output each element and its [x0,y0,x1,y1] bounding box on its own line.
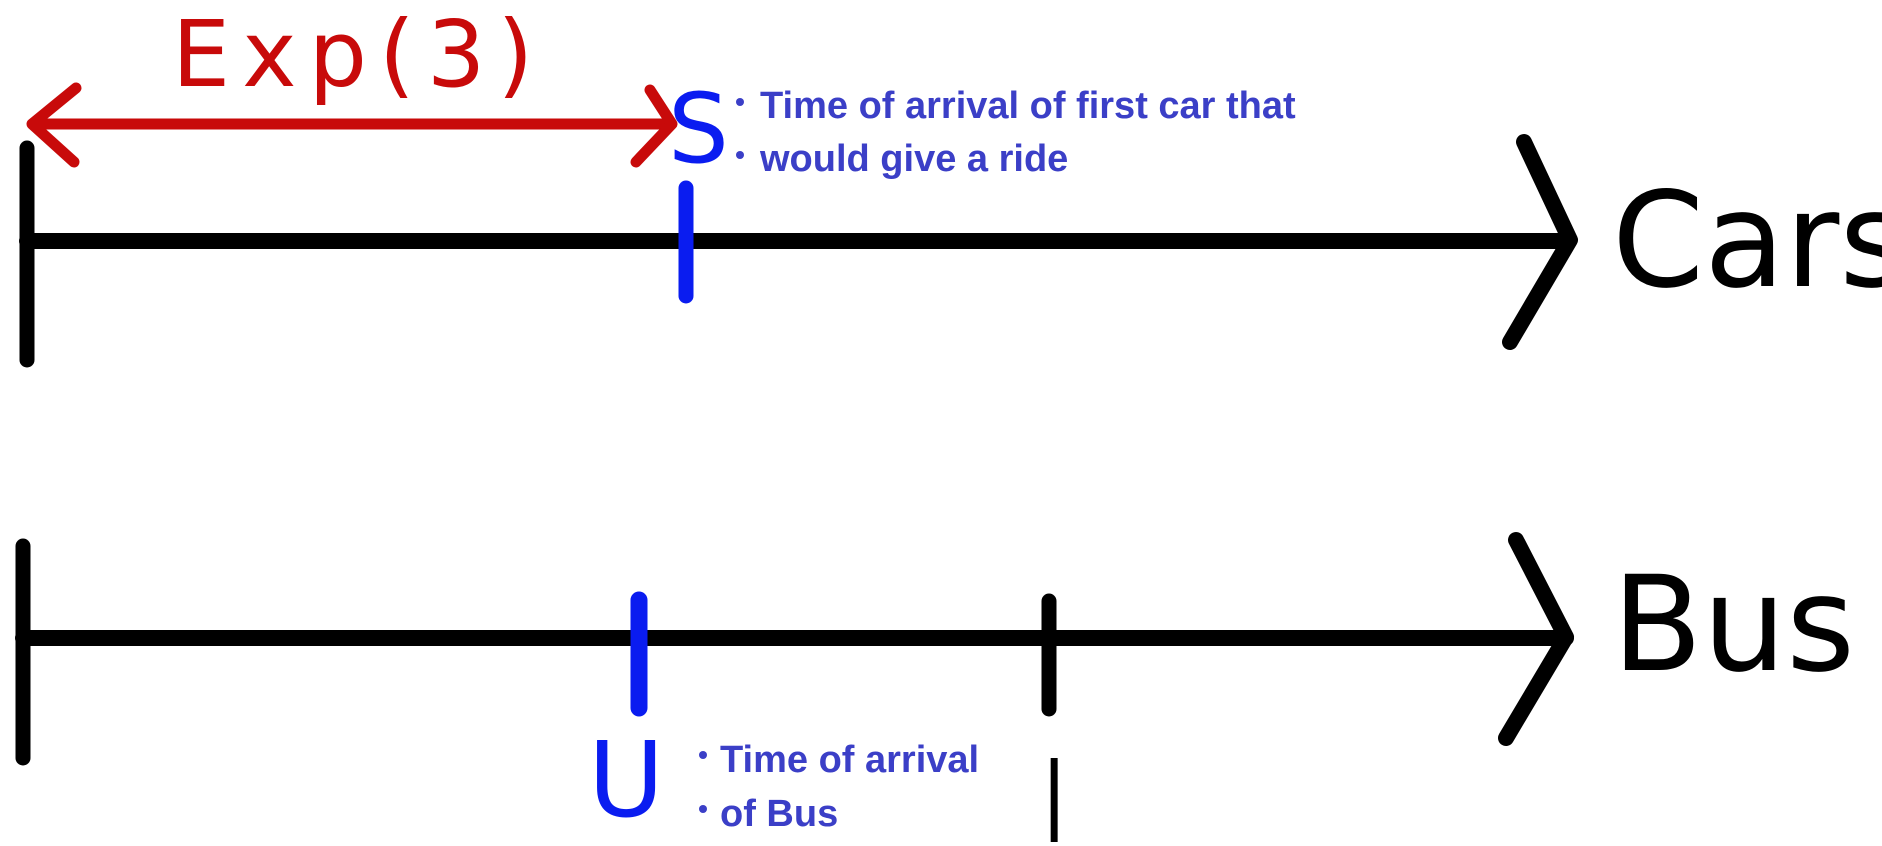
exp-arrow-right-head [630,84,678,168]
s-note-line-1: Time of arrival of first car that [760,85,1296,127]
s-note-bullet-2 [736,151,744,159]
bottom-tick-label: | [1040,744,1068,842]
cars-arrow-head [1502,134,1578,350]
u-note-line-1: Time of arrival [720,739,979,781]
u-note-bullet-1 [699,751,707,759]
u-note-bullet-2 [699,805,707,813]
u-note-line-2: of Bus [720,793,838,835]
u-marker-label: U [588,719,664,841]
exp-arrow [26,82,678,168]
s-note-bullet-1 [736,98,744,106]
cars-label: Cars [1612,164,1882,318]
exp-arrow-left-head [26,82,82,168]
cars-timeline: Exp(3) S Time of arrival of first car th… [19,1,1882,368]
exp-label: Exp(3) [172,1,545,108]
s-note-line-2: would give a ride [759,138,1068,180]
bus-timeline: | U Time of arrival of Bus Bus [15,532,1855,842]
bus-label: Bus [1612,548,1855,702]
s-marker-label: S [668,73,729,185]
bus-arrow-head [1498,532,1574,746]
